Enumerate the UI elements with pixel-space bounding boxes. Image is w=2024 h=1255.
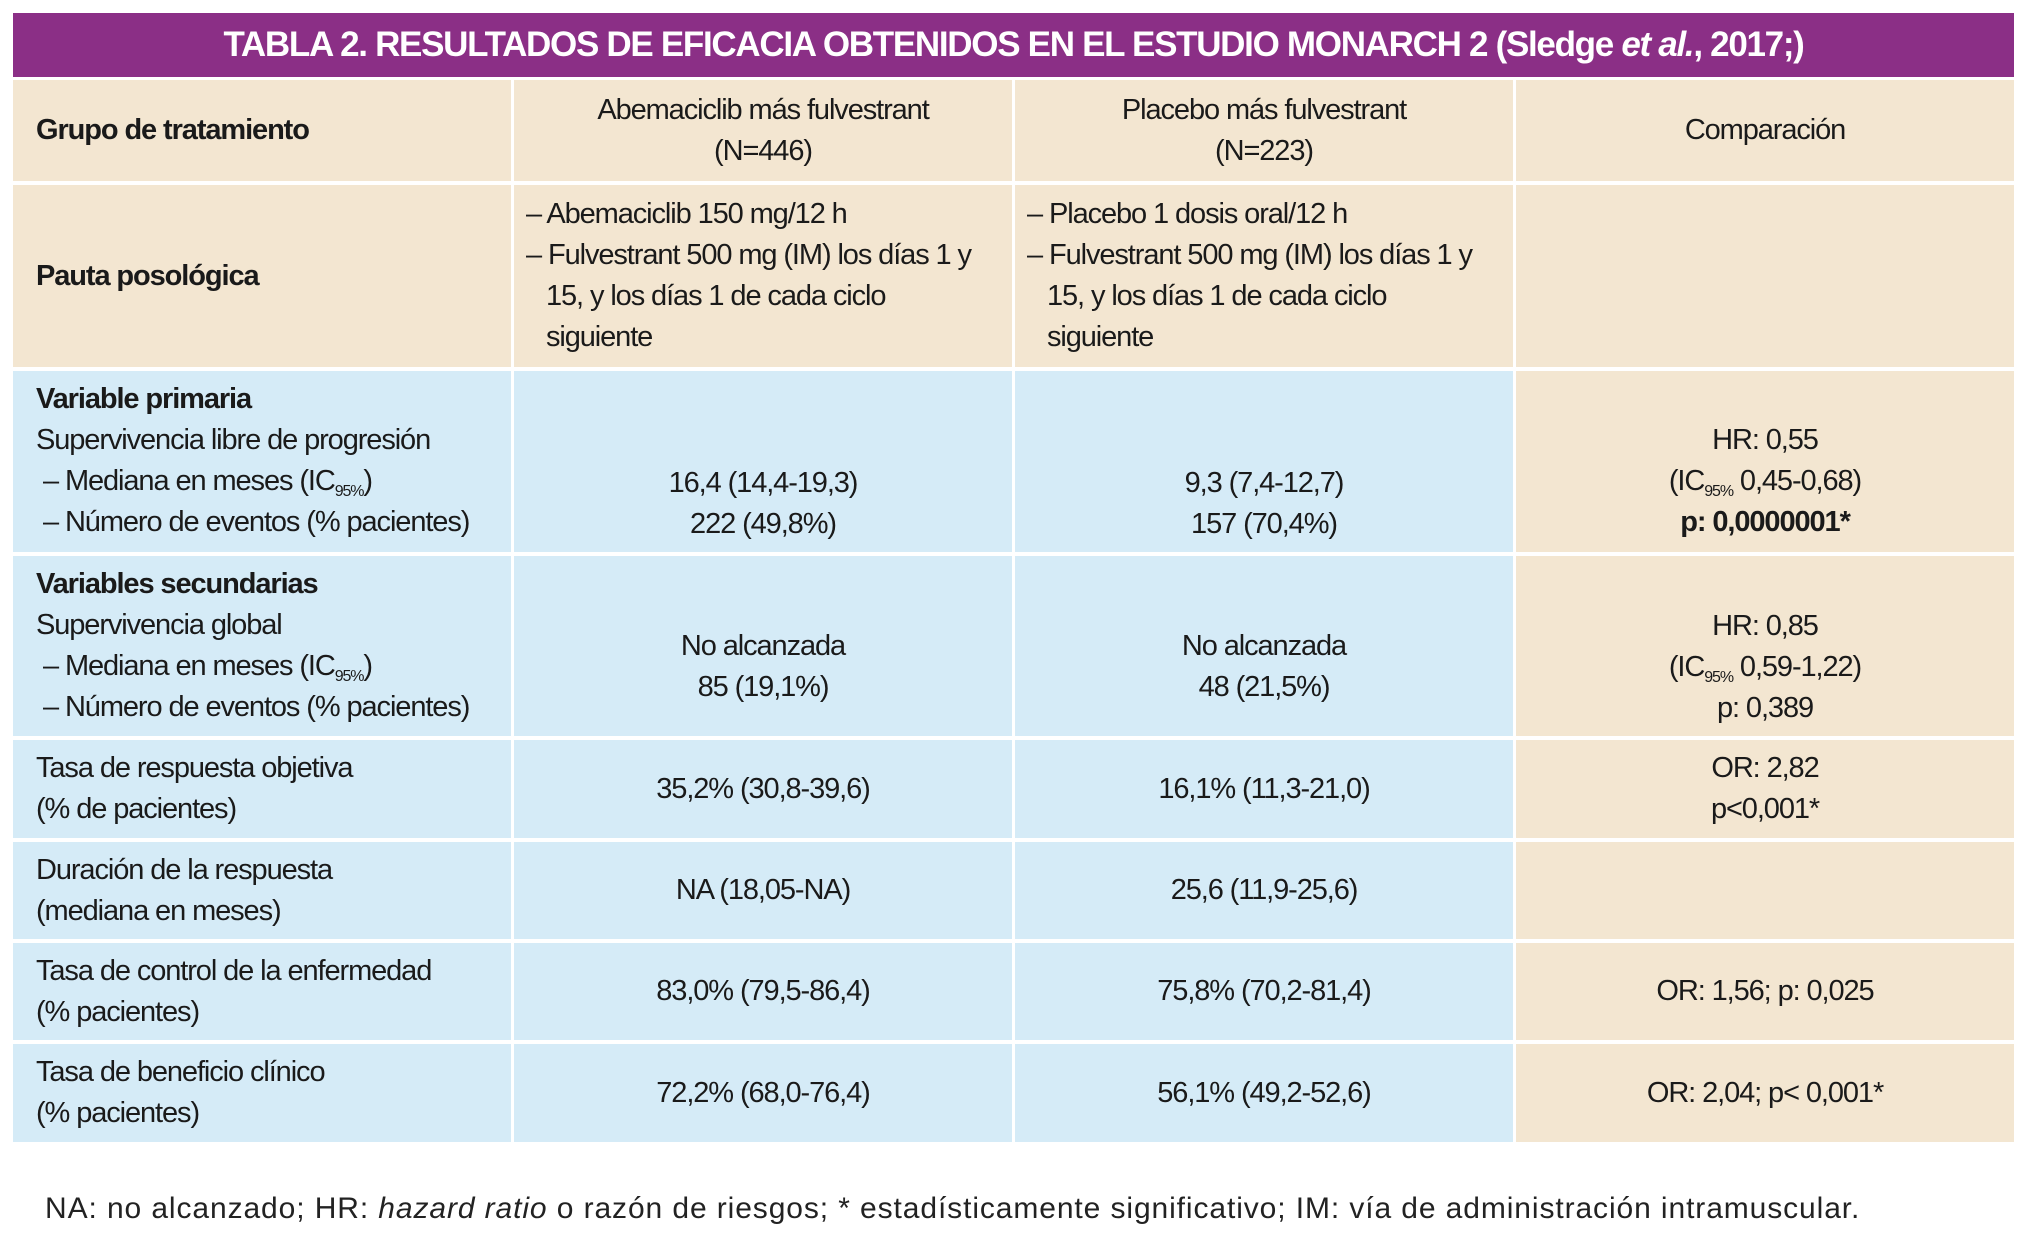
primary-placebo: 9,3 (7,4-12,7) 157 (70,4%) xyxy=(1015,371,1513,552)
row-comparison: OR: 2,04; p< 0,001* xyxy=(1516,1044,2014,1142)
pauta-label: Pauta posológica xyxy=(13,185,511,367)
title-text: TABLA 2. RESULTADOS DE EFICACIA OBTENIDO… xyxy=(223,25,1622,64)
results-table: Grupo de tratamiento Abemaciclib más ful… xyxy=(13,80,2014,1142)
header-abemaciclib: Abemaciclib más fulvestrant (N=446) xyxy=(514,80,1012,181)
row-abemaciclib: NA (18,05-NA) xyxy=(514,842,1012,939)
secondary-placebo: No alcanzada 48 (21,5%) xyxy=(1015,556,1513,736)
row-abemaciclib: 72,2% (68,0-76,4) xyxy=(514,1044,1012,1142)
row-comparison: OR: 2,82 p<0,001* xyxy=(1516,740,2014,838)
header-placebo: Placebo más fulvestrant (N=223) xyxy=(1015,80,1513,181)
secondary-abemaciclib: No alcanzada 85 (19,1%) xyxy=(514,556,1012,736)
pauta-placebo: – Placebo 1 dosis oral/12 h – Fulvestrant… xyxy=(1015,185,1513,367)
row-placebo: 75,8% (70,2-81,4) xyxy=(1015,943,1513,1040)
secondary-comparison: HR: 0,85 (IC95% 0,59-1,22) p: 0,389 xyxy=(1516,556,2014,736)
primary-abemaciclib: 16,4 (14,4-19,3) 222 (49,8%) xyxy=(514,371,1012,552)
title-text-end: , 2017;) xyxy=(1693,25,1805,64)
pauta-comparison xyxy=(1516,185,2014,367)
row-comparison: OR: 1,56; p: 0,025 xyxy=(1516,943,2014,1040)
row-placebo: 56,1% (49,2-52,6) xyxy=(1015,1044,1513,1142)
title-italic: et al. xyxy=(1621,25,1694,64)
secondary-label: Variables secundarias Supervivencia glob… xyxy=(13,556,511,736)
row-label: Tasa de beneficio clínico (% pacientes) xyxy=(13,1044,511,1142)
primary-comparison: HR: 0,55 (IC95% 0,45-0,68) p: 0,0000001* xyxy=(1516,371,2014,552)
primary-label: Variable primaria Supervivencia libre de… xyxy=(13,371,511,552)
header-comparison: Comparación xyxy=(1516,80,2014,181)
header-label: Grupo de tratamiento xyxy=(13,80,511,181)
table-title: ​TABLA 2. RESULTADOS DE EFICACIA OBTENID… xyxy=(13,13,2014,77)
footnote: NA: no alcanzado; HR: hazard ratio o raz… xyxy=(45,1192,1861,1225)
row-abemaciclib: 35,2% (30,8-39,6) xyxy=(514,740,1012,838)
row-abemaciclib: 83,0% (79,5-86,4) xyxy=(514,943,1012,1040)
row-comparison xyxy=(1516,842,2014,939)
row-placebo: 16,1% (11,3-21,0) xyxy=(1015,740,1513,838)
row-label: Tasa de control de la enfermedad (% pacie… xyxy=(13,943,511,1040)
row-placebo: 25,6 (11,9-25,6) xyxy=(1015,842,1513,939)
pauta-abemaciclib: – Abemaciclib 150 mg/12 h – Fulvestrant 5… xyxy=(514,185,1012,367)
row-label: Duración de la respuesta (mediana en mese… xyxy=(13,842,511,939)
row-label: Tasa de respuesta objetiva (% de paciente… xyxy=(13,740,511,838)
